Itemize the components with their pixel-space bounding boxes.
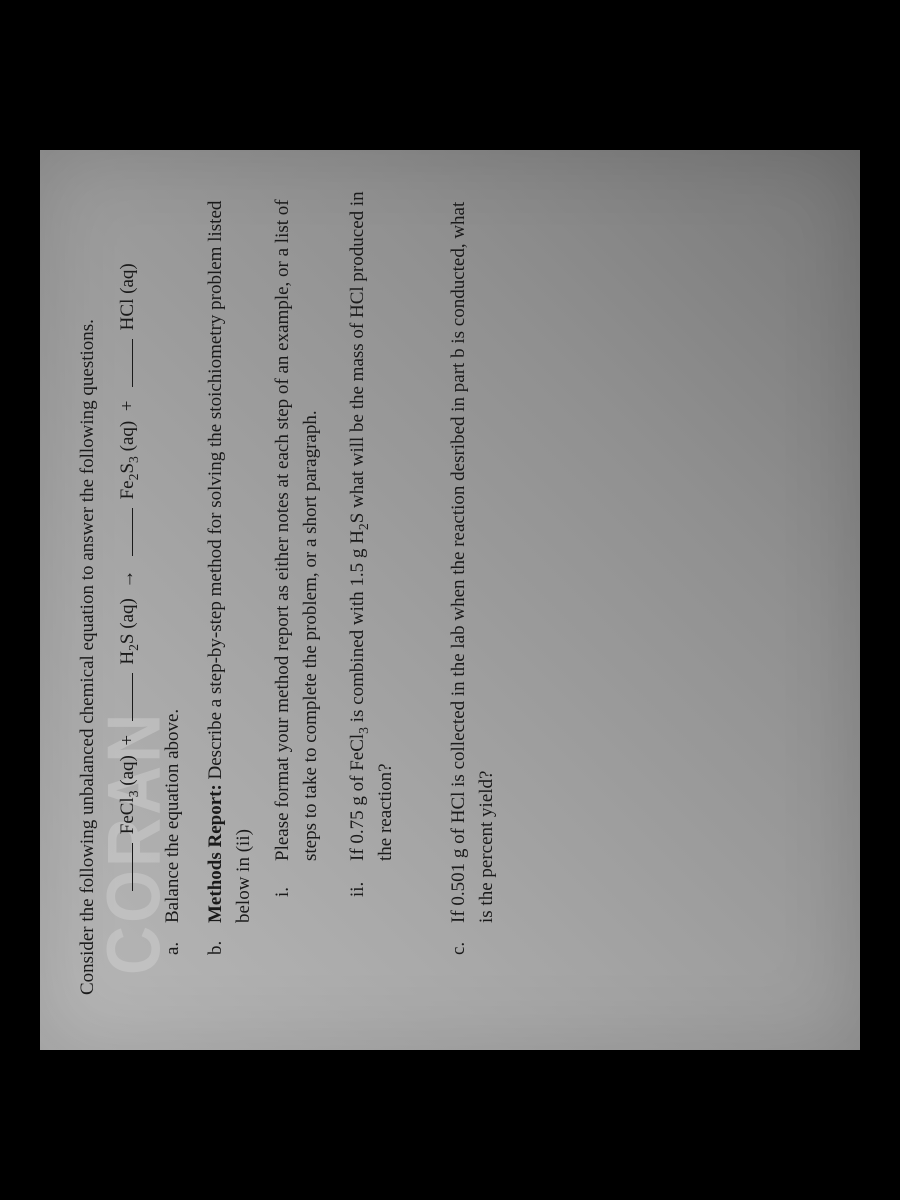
chemical-equation: FeCl3 (aq) + H2S (aq) → Fe2S3 (aq) + HCl… (115, 190, 142, 895)
question-label: c. (445, 923, 502, 955)
question-b-body: Methods Report: Describe a step-by-step … (202, 190, 431, 923)
product-1a: Fe (117, 480, 138, 499)
state-label: (aq) (117, 598, 138, 629)
coefficient-blank (132, 508, 133, 556)
arrow: → (117, 570, 138, 589)
content-container: Consider the following unbalanced chemic… (75, 190, 502, 995)
subscript: 3 (356, 727, 371, 734)
coefficient-blank (132, 843, 133, 891)
question-list: a. Balance the equation above. b. Method… (159, 190, 502, 955)
subscript: 2 (356, 523, 371, 530)
coefficient-blank (132, 673, 133, 721)
product-1b: S (117, 463, 138, 474)
subscript: 3 (125, 790, 140, 797)
question-label: a. (159, 923, 188, 955)
subscript: 2 (125, 644, 140, 651)
sub-text: If 0.75 g of FeCl3 is combined with 1.5 … (344, 190, 401, 861)
subscript: 2 (125, 474, 140, 481)
question-text: If 0.501 g of HCl is collected in the la… (445, 190, 502, 923)
plus-sign: + (117, 401, 138, 412)
sub-label: i. (269, 861, 326, 897)
product-2: HCl (117, 299, 138, 331)
sub-text: Please format your method report as eith… (269, 190, 326, 861)
subscript: 3 (125, 456, 140, 463)
text-part: is combined with 1.5 g H (347, 530, 368, 727)
state-label: (aq) (117, 421, 138, 452)
sub-question-ii: ii. If 0.75 g of FeCl3 is combined with … (344, 190, 401, 897)
question-label: b. (202, 923, 431, 955)
state-label: (aq) (117, 755, 138, 786)
sub-question-i: i. Please format your method report as e… (269, 190, 326, 897)
question-b: b. Methods Report: Describe a step-by-st… (202, 190, 431, 955)
reactant-2b: S (117, 633, 138, 644)
document-page: CORAN Consider the following unbalanced … (40, 150, 860, 1050)
sub-label: ii. (344, 861, 401, 897)
question-c: c. If 0.501 g of HCl is collected in the… (445, 190, 502, 955)
plus-sign: + (117, 735, 138, 746)
reactant-2a: H (117, 651, 138, 665)
sub-question-list: i. Please format your method report as e… (269, 190, 401, 897)
reactant-1: FeCl (117, 797, 138, 834)
question-text: Balance the equation above. (159, 190, 188, 923)
state-label: (aq) (117, 263, 138, 294)
coefficient-blank (132, 339, 133, 387)
methods-report-label: Methods Report: (205, 784, 226, 923)
text-part: If 0.75 g of FeCl (347, 734, 368, 861)
intro-text: Consider the following unbalanced chemic… (75, 190, 101, 995)
question-a: a. Balance the equation above. (159, 190, 188, 955)
